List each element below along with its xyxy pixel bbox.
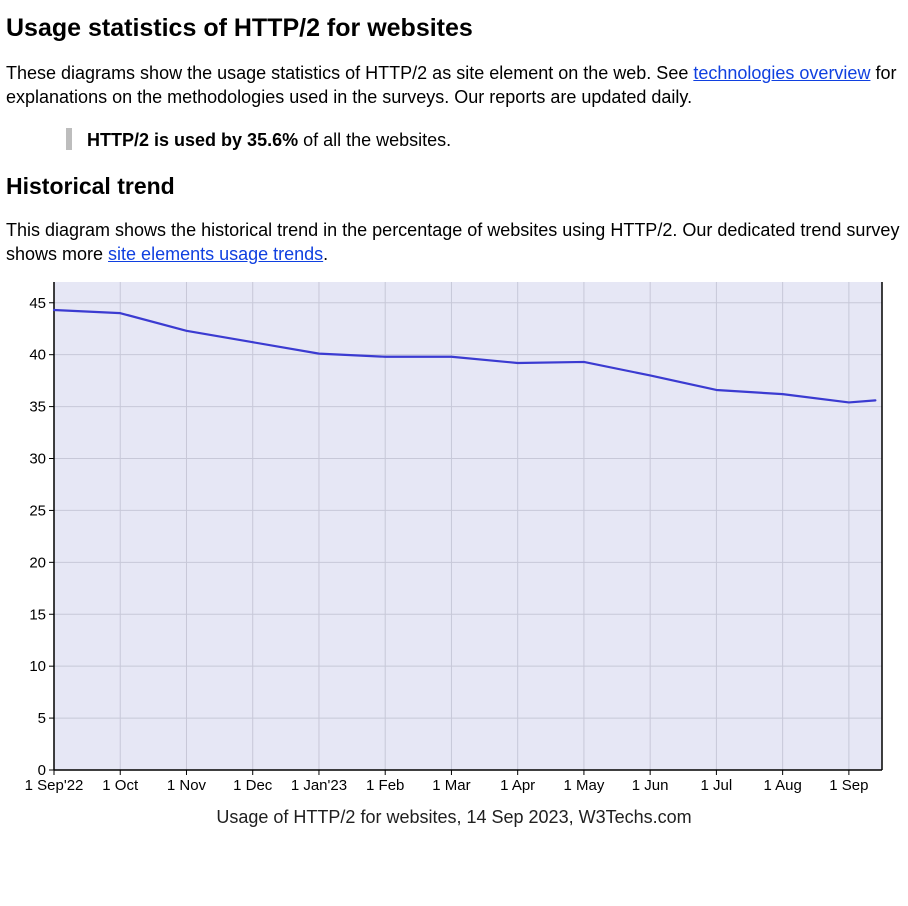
desc-text-after: . (323, 244, 328, 264)
svg-text:5: 5 (38, 710, 46, 727)
svg-text:1 Jun: 1 Jun (632, 777, 669, 794)
callout-bar-icon (66, 128, 72, 150)
svg-text:40: 40 (29, 347, 46, 364)
svg-text:1 Feb: 1 Feb (366, 777, 404, 794)
site-elements-usage-trends-link[interactable]: site elements usage trends (108, 244, 323, 264)
svg-text:30: 30 (29, 451, 46, 468)
page-title: Usage statistics of HTTP/2 for websites (6, 14, 902, 43)
trend-chart-svg: 0510152025303540451 Sep'221 Oct1 Nov1 De… (6, 280, 902, 800)
svg-text:1 Mar: 1 Mar (432, 777, 470, 794)
svg-text:1 Jul: 1 Jul (701, 777, 733, 794)
svg-text:10: 10 (29, 658, 46, 675)
section-heading: Historical trend (6, 173, 902, 200)
trend-chart: 0510152025303540451 Sep'221 Oct1 Nov1 De… (6, 280, 902, 828)
svg-text:1 May: 1 May (563, 777, 604, 794)
svg-text:35: 35 (29, 399, 46, 416)
svg-text:1 Sep: 1 Sep (829, 777, 868, 794)
svg-text:1 Apr: 1 Apr (500, 777, 535, 794)
svg-text:15: 15 (29, 606, 46, 623)
section-description: This diagram shows the historical trend … (6, 218, 902, 267)
svg-text:1 Jan'23: 1 Jan'23 (291, 777, 347, 794)
svg-text:25: 25 (29, 503, 46, 520)
svg-text:20: 20 (29, 555, 46, 572)
callout-strong: HTTP/2 is used by 35.6% (87, 130, 298, 150)
svg-text:1 Oct: 1 Oct (102, 777, 139, 794)
technologies-overview-link[interactable]: technologies overview (693, 63, 870, 83)
chart-caption: Usage of HTTP/2 for websites, 14 Sep 202… (6, 807, 902, 828)
intro-paragraph: These diagrams show the usage statistics… (6, 61, 902, 110)
svg-text:1 Nov: 1 Nov (167, 777, 207, 794)
intro-text-before: These diagrams show the usage statistics… (6, 63, 693, 83)
svg-text:1 Dec: 1 Dec (233, 777, 273, 794)
svg-text:1 Aug: 1 Aug (763, 777, 801, 794)
svg-text:45: 45 (29, 295, 46, 312)
usage-callout: HTTP/2 is used by 35.6% of all the websi… (66, 128, 902, 151)
callout-rest: of all the websites. (298, 130, 451, 150)
svg-text:1 Sep'22: 1 Sep'22 (25, 777, 84, 794)
